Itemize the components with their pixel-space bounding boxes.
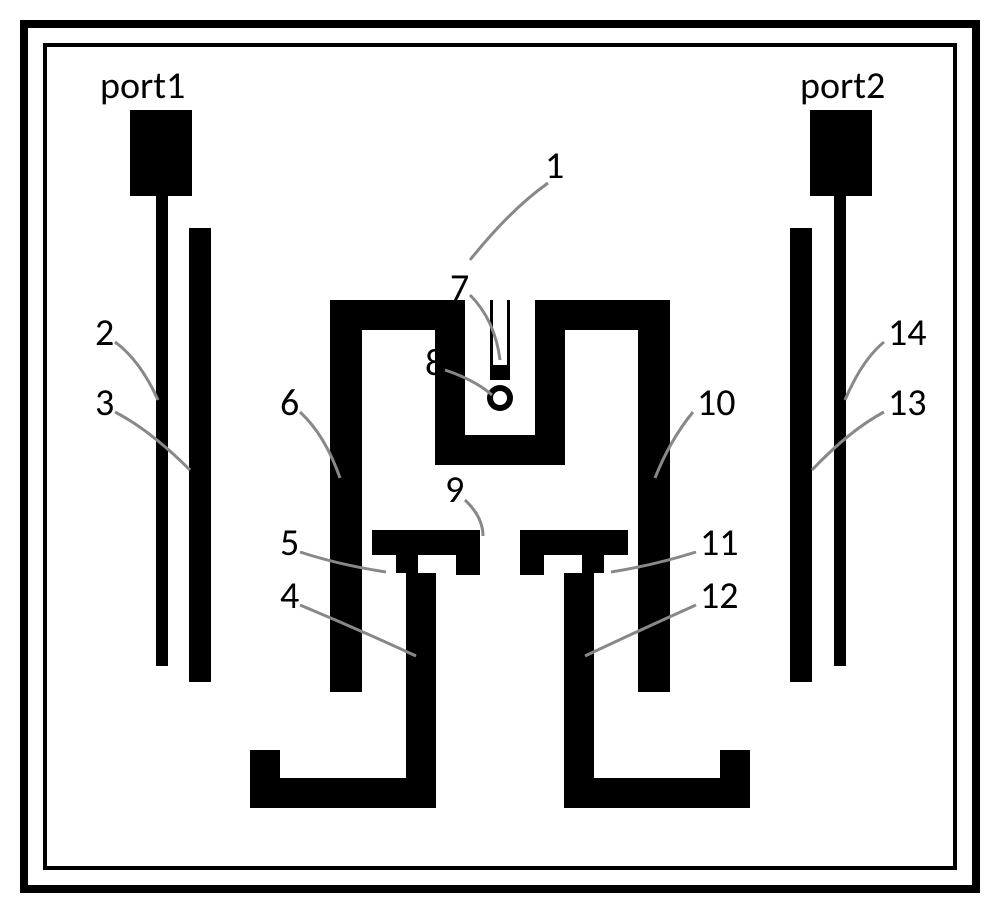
callout-number-2: 2 xyxy=(95,310,114,356)
callout-number-12: 12 xyxy=(700,573,739,619)
callout-number-9: 9 xyxy=(445,467,464,513)
parasitic-strip-right xyxy=(790,228,812,682)
port1-stem xyxy=(156,196,168,666)
port2-pad xyxy=(810,110,872,196)
callout-number-10: 10 xyxy=(697,380,736,426)
callout-number-5: 5 xyxy=(280,520,299,566)
callout-number-6: 6 xyxy=(280,380,299,426)
callout-number-14: 14 xyxy=(888,310,927,356)
leader-1 xyxy=(470,183,548,260)
callout-number-1: 1 xyxy=(545,143,564,189)
callout-number-4: 4 xyxy=(280,573,299,619)
callout-number-11: 11 xyxy=(700,520,739,566)
leader-2 xyxy=(115,342,158,400)
callout-number-7: 7 xyxy=(450,265,469,311)
via-inner xyxy=(493,391,507,405)
callout-number-13: 13 xyxy=(888,380,927,426)
port2-stem xyxy=(834,196,846,666)
leader-14 xyxy=(845,342,884,400)
stub-left-notch xyxy=(396,555,418,573)
diagram-canvas: port1 port2 xyxy=(0,0,1000,913)
callout-number-8: 8 xyxy=(425,340,444,386)
parasitic-strip-left xyxy=(189,228,211,682)
leader-3 xyxy=(115,412,190,470)
callout-number-3: 3 xyxy=(95,380,114,426)
port1-pad xyxy=(130,110,192,196)
leader-13 xyxy=(812,412,884,470)
stub-right-gap xyxy=(544,555,582,573)
port2-label: port2 xyxy=(800,63,885,109)
port1-label: port1 xyxy=(100,63,185,109)
stub-left-gap xyxy=(418,555,456,573)
stub-right-notch xyxy=(582,555,604,573)
resonator-structure xyxy=(250,300,750,808)
